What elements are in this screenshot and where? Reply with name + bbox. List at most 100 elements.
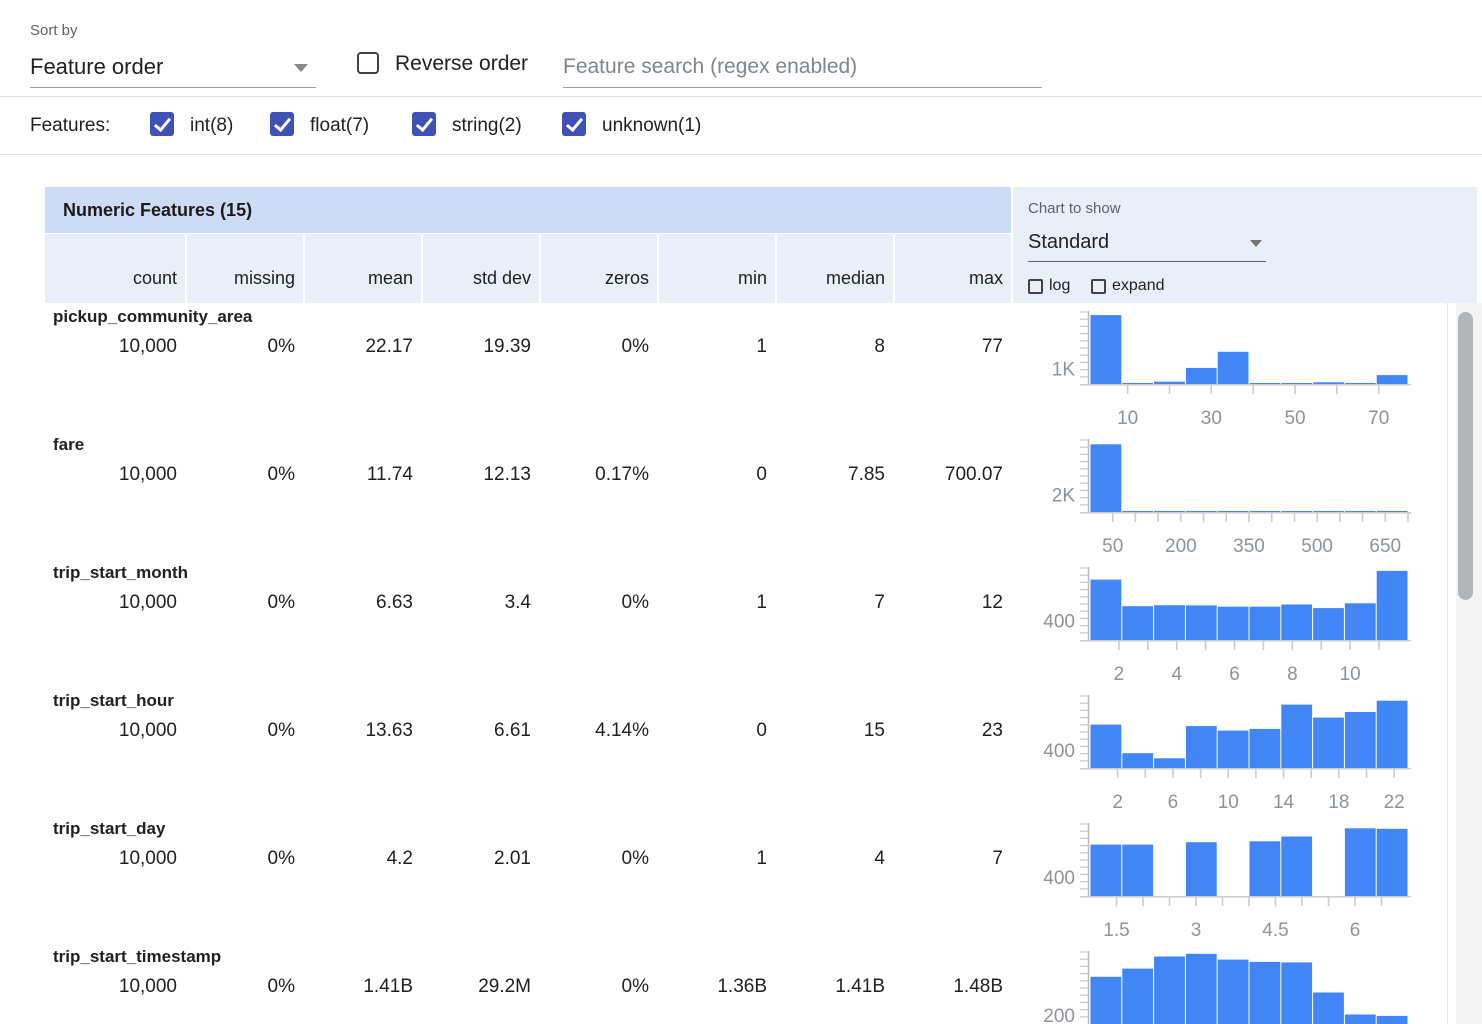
y-axis-label: 400 — [1043, 741, 1075, 762]
stat-zeros: 0% — [621, 592, 649, 613]
chevron-down-icon — [1250, 240, 1262, 247]
feature-name: trip_start_day — [53, 819, 166, 838]
table-title-band: Numeric Features (15) — [45, 187, 1013, 233]
feature-stats: 10,000 0% 11.74 12.13 0.17% 0 7.85 700.0… — [45, 464, 1011, 486]
x-axis-tick-label: 2 — [1112, 792, 1123, 813]
feature-histogram[interactable]: 200 — [1013, 943, 1447, 1024]
feature-row: trip_start_month 10,000 0% 6.63 3.4 0% 1… — [45, 559, 1447, 687]
stat-missing: 0% — [267, 976, 295, 997]
stat-min: 0 — [756, 464, 767, 485]
feature-row: pickup_community_area 10,000 0% 22.17 19… — [45, 303, 1447, 431]
histogram-chart[interactable]: 2 6 10 14 18 22 400 — [1013, 687, 1447, 815]
y-axis-label: 2K — [1052, 486, 1076, 507]
chart-controls-panel: Chart to show Standard log expand — [1013, 187, 1477, 303]
feature-row: fare 10,000 0% 11.74 12.13 0.17% 0 7.85 … — [45, 431, 1447, 559]
x-axis-tick-label: 70 — [1368, 408, 1389, 429]
stat-max: 700.07 — [944, 464, 1003, 485]
stat-missing: 0% — [267, 336, 295, 357]
x-axis-tick-label: 350 — [1233, 536, 1265, 557]
x-axis-tick-label: 500 — [1301, 536, 1333, 557]
stat-missing: 0% — [267, 848, 295, 869]
sort-by-label: Sort by — [30, 22, 78, 39]
feature-histogram[interactable]: 10 30 50 70 1K — [1013, 303, 1447, 431]
x-axis-tick-label: 1.5 — [1103, 920, 1129, 941]
sort-toolbar: Sort by Feature order Reverse order — [0, 0, 1482, 97]
column-header-missing: missing — [185, 234, 303, 303]
stat-count: 10,000 — [118, 336, 177, 357]
chart-type-value: Standard — [1028, 231, 1110, 253]
stat-count: 10,000 — [118, 464, 177, 485]
x-axis-tick-label: 2 — [1114, 664, 1125, 685]
x-axis-tick-label: 10 — [1218, 792, 1239, 813]
feature-name: trip_start_timestamp — [53, 947, 222, 966]
histogram-chart[interactable]: 2 4 6 8 10 400 — [1013, 559, 1447, 687]
stat-max: 7 — [992, 848, 1003, 869]
reverse-order-checkbox[interactable] — [357, 52, 379, 74]
stat-zeros: 0.17% — [595, 464, 649, 485]
stat-min: 1.36B — [717, 976, 767, 997]
stat-mean: 13.63 — [365, 720, 413, 741]
feature-row: trip_start_hour 10,000 0% 13.63 6.61 4.1… — [45, 687, 1447, 815]
unknown-checkbox[interactable] — [562, 112, 586, 136]
x-axis-tick-label: 6 — [1168, 792, 1179, 813]
column-header-count: count — [132, 268, 177, 288]
x-axis-tick-label: 200 — [1165, 536, 1197, 557]
x-axis-tick-label: 50 — [1102, 536, 1123, 557]
column-header-std-dev: std dev — [421, 234, 539, 303]
chart-type-select[interactable]: Standard — [1028, 226, 1266, 262]
x-axis-tick-label: 10 — [1117, 408, 1138, 429]
stat-zeros: 0% — [621, 336, 649, 357]
stat-count: 10,000 — [118, 592, 177, 613]
stat-mean: 6.63 — [376, 592, 413, 613]
int-checkbox[interactable] — [150, 112, 174, 136]
feature-stats: 10,000 0% 13.63 6.61 4.14% 0 15 23 — [45, 720, 1011, 742]
stat-max: 77 — [981, 336, 1003, 357]
stat-max: 12 — [981, 592, 1003, 613]
stat-std-dev: 3.4 — [504, 592, 531, 613]
feature-histogram[interactable]: 2 6 10 14 18 22 400 — [1013, 687, 1447, 815]
x-axis-tick-label: 6 — [1229, 664, 1240, 685]
feature-histogram[interactable]: 50 200 350 500 650 2K — [1013, 431, 1447, 559]
histogram-chart[interactable]: 10 30 50 70 1K — [1013, 303, 1447, 431]
y-axis-label: 400 — [1043, 612, 1075, 633]
feature-stats: 10,000 0% 6.63 3.4 0% 1 7 12 — [45, 592, 1011, 614]
column-header-mean: mean — [303, 234, 421, 303]
stat-max: 1.48B — [953, 976, 1003, 997]
string-label: string(2) — [452, 115, 522, 136]
histogram-chart[interactable]: 50 200 350 500 650 2K — [1013, 431, 1447, 559]
scrollbar-thumb[interactable] — [1458, 312, 1473, 600]
stat-mean: 22.17 — [365, 336, 413, 357]
stat-median: 8 — [874, 336, 885, 357]
x-axis-tick-label: 8 — [1287, 664, 1298, 685]
string-checkbox[interactable] — [412, 112, 436, 136]
feature-histogram[interactable]: 2 4 6 8 10 400 — [1013, 559, 1447, 687]
x-axis-tick-label: 18 — [1328, 792, 1349, 813]
column-header-median: median — [775, 234, 893, 303]
stat-std-dev: 19.39 — [483, 336, 531, 357]
stat-min: 1 — [756, 336, 767, 357]
x-axis-tick-label: 10 — [1340, 664, 1361, 685]
feature-name: pickup_community_area — [53, 307, 253, 326]
feature-name: fare — [53, 435, 85, 454]
feature-stats: 10,000 0% 4.2 2.01 0% 1 4 7 — [45, 848, 1011, 870]
expand-checkbox[interactable] — [1091, 279, 1106, 294]
chart-to-show-label: Chart to show — [1028, 200, 1121, 217]
x-axis-tick-label: 650 — [1369, 536, 1401, 557]
stat-std-dev: 6.61 — [494, 720, 531, 741]
stat-min: 1 — [756, 848, 767, 869]
histogram-chart[interactable]: 1.5 3 4.5 6 400 — [1013, 815, 1447, 943]
feature-histogram[interactable]: 1.5 3 4.5 6 400 — [1013, 815, 1447, 943]
float-label: float(7) — [310, 115, 370, 136]
sort-order-select[interactable]: Feature order — [30, 50, 316, 88]
histogram-chart[interactable]: 200 — [1013, 943, 1447, 1024]
x-axis-tick-label: 4 — [1171, 664, 1182, 685]
column-header-min: min — [657, 234, 775, 303]
content-right-border — [1447, 303, 1448, 1024]
x-axis-tick-label: 6 — [1350, 920, 1361, 941]
feature-search-input[interactable] — [563, 46, 1042, 88]
log-checkbox[interactable] — [1028, 279, 1043, 294]
table-title: Numeric Features (15) — [63, 200, 253, 220]
int-label: int(8) — [190, 115, 234, 136]
float-checkbox[interactable] — [270, 112, 294, 136]
stat-missing: 0% — [267, 720, 295, 741]
